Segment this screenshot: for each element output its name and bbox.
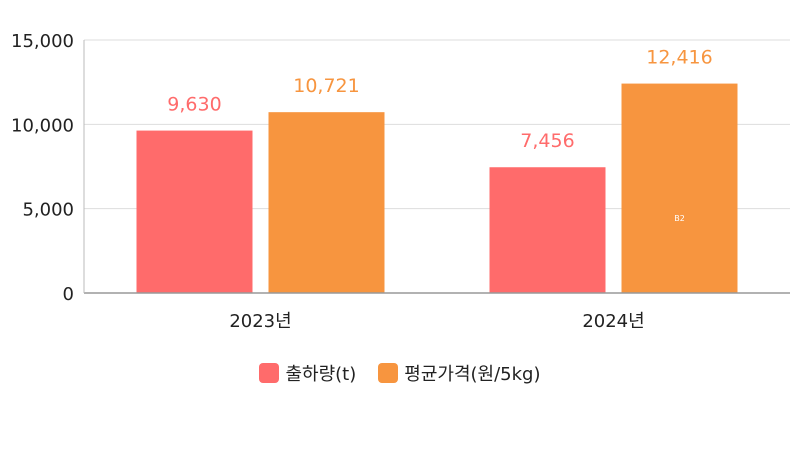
bar-annotation: B2 <box>674 214 685 223</box>
bar <box>489 167 606 293</box>
data-label: 10,721 <box>293 75 359 97</box>
y-axis-ticks: 0 5,000 10,000 15,000 <box>11 31 74 305</box>
x-tick-label: 2024년 <box>582 311 644 332</box>
legend-swatch-shipment <box>259 363 280 383</box>
data-label: 7,456 <box>520 130 574 152</box>
legend-item-shipment[interactable]: 출하량(t) <box>259 360 356 386</box>
bar <box>136 130 253 293</box>
y-tick-label: 15,000 <box>11 31 74 52</box>
data-label: 12,416 <box>646 47 712 69</box>
data-labels: 9,630 10,721 7,456 12,416 <box>167 47 712 153</box>
x-tick-label: 2023년 <box>229 311 291 332</box>
legend-swatch-price <box>378 363 399 383</box>
y-tick-label: 5,000 <box>22 200 74 221</box>
legend-item-price[interactable]: 평균가격(원/5kg) <box>378 360 541 386</box>
data-label: 9,630 <box>167 94 221 116</box>
y-tick-label: 0 <box>63 284 74 305</box>
bars <box>136 83 738 293</box>
y-tick-label: 10,000 <box>11 115 74 136</box>
legend: 출하량(t) 평균가격(원/5kg) <box>0 360 800 386</box>
x-axis-ticks: 2023년 2024년 <box>229 311 644 332</box>
bar <box>621 83 738 293</box>
legend-label-price: 평균가격(원/5kg) <box>404 364 541 385</box>
bar <box>268 112 385 293</box>
legend-label-shipment: 출하량(t) <box>285 364 357 385</box>
